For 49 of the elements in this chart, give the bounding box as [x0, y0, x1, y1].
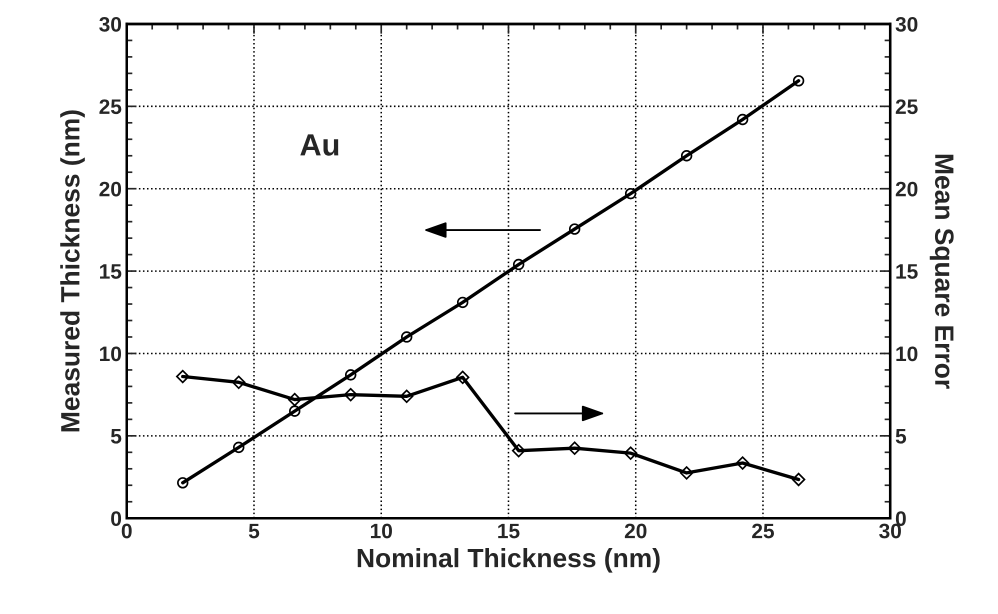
y2-tick-label: 20	[896, 182, 918, 196]
x-tick-label: 25	[752, 524, 774, 538]
point	[456, 296, 468, 308]
point	[456, 370, 470, 384]
point	[232, 376, 246, 390]
y-tick-label: 30	[99, 16, 122, 32]
y-tick-label: 25	[99, 99, 122, 114]
y2-tick-label: 30	[896, 16, 918, 32]
y2-tick-label: 25	[896, 99, 918, 114]
x-tick-label: 10	[370, 524, 392, 538]
point	[624, 446, 638, 460]
point	[233, 442, 244, 454]
point	[344, 388, 358, 402]
y-tick-label: 15	[100, 264, 122, 279]
y2-tick-label: 5	[896, 429, 906, 444]
x-tick-label: 20	[624, 524, 646, 538]
point	[345, 369, 356, 381]
point	[680, 466, 694, 480]
point	[289, 405, 300, 417]
point	[400, 390, 414, 404]
x-tick-label: 15	[498, 524, 520, 538]
point	[736, 114, 748, 126]
y2-tick-label: 10	[896, 346, 918, 362]
y-axis-title: Measured Thickness (nm)	[60, 110, 85, 432]
point	[792, 75, 804, 86]
point	[512, 258, 524, 270]
point	[177, 477, 188, 488]
y-tick-label: 10	[100, 346, 122, 362]
point	[512, 444, 526, 458]
point	[288, 392, 302, 406]
y-tick-label: 20	[99, 182, 122, 196]
point	[624, 188, 636, 200]
point	[400, 331, 412, 343]
y-tick-label: 0	[111, 511, 122, 526]
x-tick-label: 5	[248, 524, 260, 538]
point	[792, 472, 806, 486]
y2-tick-label: 15	[896, 264, 918, 279]
point	[568, 223, 580, 235]
y-tick-label: 5	[110, 429, 122, 444]
x-axis-title: Nominal Thickness (nm)	[358, 548, 660, 573]
x-tick-label: 0	[122, 524, 132, 538]
point	[568, 441, 582, 455]
x-tick-label: 30	[879, 524, 901, 538]
annotation: Au	[300, 134, 338, 156]
point	[680, 150, 692, 162]
point	[736, 456, 750, 470]
point	[176, 370, 190, 384]
y2-tick-label: 0	[896, 511, 906, 526]
y2-axis-title: Mean Square Error	[930, 154, 954, 389]
